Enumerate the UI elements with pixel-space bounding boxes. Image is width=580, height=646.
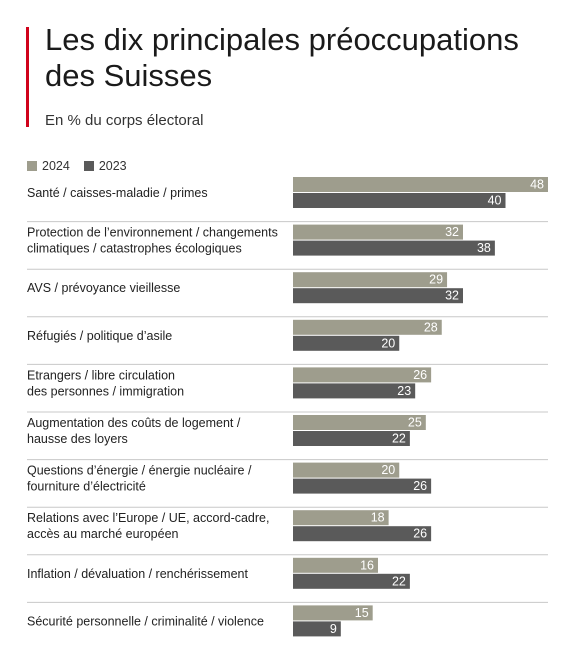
- data-label-2024: 20: [381, 463, 395, 477]
- chart-subtitle: En % du corps électoral: [45, 112, 204, 129]
- data-label-2024: 48: [530, 178, 544, 192]
- bar-2024: [293, 177, 548, 192]
- category-label: Questions d’énergie / énergie nucléaire …: [27, 464, 252, 478]
- data-label-2023: 26: [413, 479, 427, 493]
- bar-2023: [293, 573, 410, 589]
- legend-swatch-2023: [83, 161, 94, 171]
- bar-2023: [293, 240, 495, 256]
- chart-title: Les dix principales préoccupations des S…: [45, 22, 519, 93]
- data-label-2023: 22: [392, 574, 406, 588]
- data-label-2023: 26: [413, 527, 427, 541]
- bar-2024: [293, 272, 448, 288]
- category-label: accès au marché européen: [27, 527, 179, 541]
- legend-item-2024: 2024: [27, 159, 70, 173]
- category-label: fourniture d’électricité: [27, 480, 146, 494]
- chart-legend: 2024 2023: [27, 159, 141, 173]
- bar-2023: [293, 526, 432, 542]
- data-label-2023: 9: [330, 622, 337, 636]
- category-label: Protection de l’environnement / changeme…: [27, 226, 278, 240]
- legend-label-2024: 2024: [42, 159, 70, 173]
- bar-2023: [293, 621, 341, 637]
- category-label: Inflation / dévaluation / renchérissemen…: [27, 567, 248, 581]
- category-label: Santé / caisses-maladie / primes: [27, 186, 208, 200]
- bar-2024: [293, 224, 463, 240]
- category-label: Sécurité personnelle / criminalité / vio…: [27, 614, 264, 628]
- bar-2023: [293, 335, 400, 351]
- data-label-2023: 23: [397, 384, 411, 398]
- category-label: Augmentation des coûts de logement /: [27, 416, 241, 430]
- title-accent-bar: [26, 27, 29, 127]
- category-label: hausse des loyers: [27, 432, 128, 446]
- bar-2024: [293, 319, 442, 335]
- data-label-2024: 28: [424, 320, 438, 334]
- bar-2024: [293, 462, 400, 478]
- data-label-2023: 40: [488, 194, 502, 208]
- bar-2023: [293, 431, 410, 446]
- category-label: climatiques / catastrophes écologiques: [27, 242, 242, 256]
- category-label: Relations avec l’Europe / UE, accord-cad…: [27, 511, 269, 525]
- data-label-2024: 32: [445, 225, 459, 239]
- data-label-2023: 22: [392, 432, 406, 446]
- legend-item-2023: 2023: [83, 159, 127, 173]
- data-label-2024: 26: [413, 368, 427, 382]
- category-label: AVS / prévoyance vieillesse: [27, 281, 180, 295]
- data-label-2024: 16: [360, 558, 374, 572]
- category-label: Etrangers / libre circulation: [27, 368, 175, 382]
- data-label-2024: 29: [429, 273, 443, 287]
- data-label-2023: 38: [477, 241, 491, 255]
- bar-2024: [293, 605, 373, 621]
- bar-2024: [293, 557, 378, 573]
- bar-2024: [293, 367, 432, 383]
- category-label: des personnes / immigration: [27, 384, 184, 398]
- bar-2023: [293, 288, 463, 304]
- bar-2024: [293, 510, 389, 526]
- data-label-2024: 15: [355, 606, 369, 620]
- bar-2023: [293, 478, 432, 494]
- data-label-2024: 18: [371, 511, 385, 525]
- bar-2023: [293, 193, 506, 208]
- legend-label-2023: 2023: [98, 159, 127, 173]
- data-label-2023: 32: [445, 289, 459, 303]
- category-label: Réfugiés / politique d’asile: [27, 329, 172, 343]
- legend-swatch-2024: [27, 161, 37, 171]
- bar-2024: [293, 415, 426, 430]
- bar-2023: [293, 383, 416, 399]
- data-label-2023: 20: [381, 336, 395, 350]
- data-label-2024: 25: [408, 416, 422, 430]
